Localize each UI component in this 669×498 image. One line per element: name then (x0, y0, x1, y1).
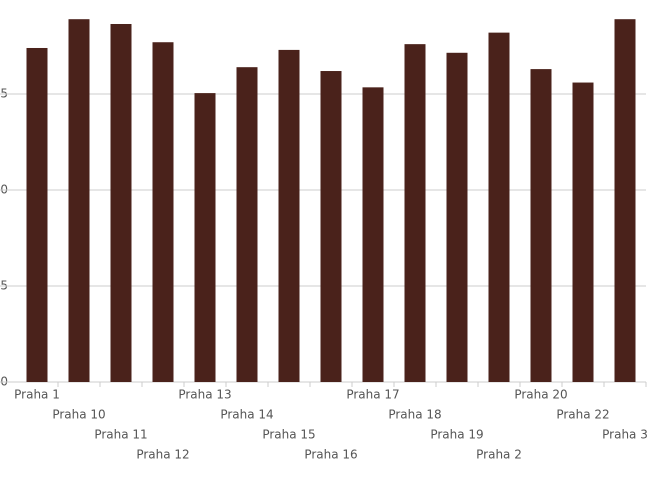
bar (488, 32, 510, 382)
bar (26, 47, 48, 382)
x-tick-label: Praha 17 (346, 388, 399, 402)
bar (68, 19, 90, 382)
bar (572, 82, 594, 382)
x-tick-label: Praha 11 (94, 428, 147, 442)
bar (320, 71, 342, 383)
bar (152, 42, 174, 383)
bar (530, 69, 552, 382)
x-tick-label: Praha 14 (220, 408, 273, 422)
bar (236, 67, 258, 383)
x-tick-label: Praha 19 (430, 428, 483, 442)
x-tick-label: Praha 10 (52, 408, 105, 422)
bar (194, 93, 216, 383)
x-tick-label: Praha 3 (602, 428, 648, 442)
x-tick-label: Praha 16 (304, 448, 357, 462)
x-tick-label: Praha 2 (476, 448, 522, 462)
bar (362, 87, 384, 382)
x-tick-label: Praha 12 (136, 448, 189, 462)
x-tick-label: Praha 15 (262, 428, 315, 442)
x-tick-label: Praha 18 (388, 408, 441, 422)
x-tick-label: Praha 22 (556, 408, 609, 422)
x-tick-label: Praha 20 (514, 388, 567, 402)
x-tick-label: Praha 13 (178, 388, 231, 402)
x-tick-label: Praha 1 (14, 388, 60, 402)
bar (278, 49, 300, 382)
bar (446, 52, 468, 383)
bar (404, 44, 426, 382)
bar (614, 19, 636, 382)
bar (110, 23, 132, 383)
